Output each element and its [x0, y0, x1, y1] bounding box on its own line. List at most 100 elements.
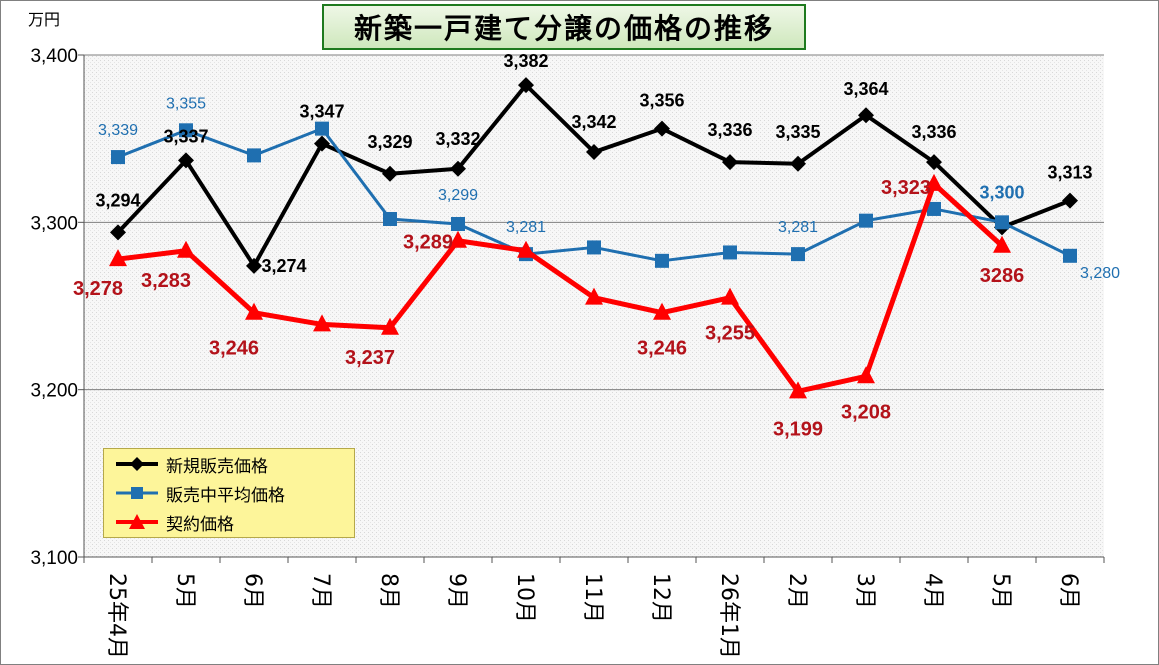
data-label: 3,347 [299, 102, 344, 122]
x-tick-label: 4月 [920, 573, 945, 609]
data-point [721, 287, 739, 305]
x-tick-label: 8月 [376, 573, 401, 609]
legend-item-contract: 契約価格 [114, 509, 234, 535]
data-label: 3,281 [506, 219, 546, 236]
legend: 新規販売価格 販売中平均価格 契約価格 [103, 448, 355, 538]
y-axis-unit: 万円 [28, 10, 61, 29]
legend-label: 販売中平均価格 [166, 485, 285, 506]
data-point [927, 201, 941, 216]
data-label: 3,323 [881, 177, 931, 199]
data-point [111, 150, 125, 165]
data-label: 3,289 [403, 232, 453, 254]
data-label: 3,299 [438, 187, 478, 204]
data-point [110, 224, 126, 241]
data-label: 3,246 [209, 338, 259, 360]
data-label: 3286 [980, 265, 1025, 287]
data-label: 3,237 [345, 347, 395, 369]
y-tick-label: 3,300 [30, 213, 78, 234]
x-tick-label: 5月 [988, 573, 1013, 609]
data-point [449, 230, 467, 248]
data-label: 3,356 [639, 91, 684, 111]
data-label: 3,274 [261, 256, 306, 276]
series-line [117, 181, 1004, 394]
x-tick-label: 3月 [852, 573, 877, 609]
data-point [518, 77, 534, 94]
data-label: 3,339 [98, 122, 138, 139]
data-point [995, 215, 1009, 230]
data-point [313, 314, 331, 332]
series-1 [111, 121, 1077, 268]
data-label: 3,382 [503, 51, 548, 71]
legend-swatch-triangle [116, 514, 158, 529]
data-point [178, 152, 194, 169]
data-label: 3,300 [979, 182, 1024, 202]
chart-title-text: 新築一戸建て分譲の価格の推移 [353, 12, 774, 45]
x-tick-label: 5月 [172, 573, 197, 609]
data-point [791, 247, 805, 262]
data-point [653, 302, 671, 320]
data-label: 3,208 [841, 401, 891, 423]
data-label: 3,329 [367, 132, 412, 152]
legend-label: 契約価格 [166, 514, 234, 535]
x-tick-label: 12月 [648, 573, 673, 623]
y-tick-label: 3,400 [30, 46, 78, 67]
data-label: 3,337 [163, 126, 208, 146]
x-tick-label: 2月 [784, 573, 809, 609]
x-tick-label: 10月 [512, 573, 537, 623]
data-label: 3,355 [166, 95, 206, 112]
legend-swatch-diamond [116, 457, 158, 471]
data-point [790, 155, 806, 172]
legend-item-on-sale-average: 販売中平均価格 [114, 480, 285, 506]
x-tick-label: 6月 [1056, 573, 1081, 609]
data-point [179, 123, 193, 138]
data-point [245, 302, 263, 320]
data-point [925, 173, 943, 191]
data-point [247, 148, 261, 163]
data-point [723, 245, 737, 260]
data-label: 3,283 [141, 270, 191, 292]
data-label: 3,336 [911, 122, 956, 142]
data-label: 3,335 [775, 122, 820, 142]
data-point [451, 217, 465, 232]
data-point [789, 381, 807, 399]
x-tick-label: 6月 [240, 573, 265, 609]
data-point [1063, 248, 1077, 263]
data-label: 3,281 [778, 219, 818, 236]
x-tick-label: 26年1月 [716, 573, 741, 659]
data-point [858, 107, 874, 124]
legend-swatch-square [116, 487, 158, 499]
data-label: 3,313 [1047, 163, 1092, 183]
data-point [857, 366, 875, 384]
data-label: 3,280 [1080, 265, 1120, 282]
data-point [246, 257, 262, 274]
data-point [1062, 192, 1078, 209]
data-label: 3,342 [571, 112, 616, 132]
data-point [517, 240, 535, 258]
x-tick-label: 25年4月 [104, 573, 129, 659]
data-point [382, 165, 398, 182]
data-point [109, 249, 127, 267]
data-point [722, 154, 738, 171]
data-point [314, 135, 330, 152]
data-point [859, 213, 873, 228]
data-label: 3,199 [773, 418, 823, 440]
series-2 [109, 173, 1011, 399]
x-tick-label: 11月 [580, 573, 605, 623]
data-point [315, 121, 329, 136]
chart-title: 新築一戸建て分譲の価格の推移 [322, 4, 806, 50]
data-label: 3,294 [95, 190, 140, 210]
data-point [450, 160, 466, 177]
data-point [585, 287, 603, 305]
data-label: 3,364 [843, 79, 888, 99]
data-point [381, 317, 399, 335]
data-point [654, 120, 670, 137]
x-tick-label: 7月 [308, 573, 333, 609]
data-point [383, 211, 397, 226]
data-label: 3,255 [705, 323, 755, 345]
data-point [993, 235, 1011, 253]
data-point [655, 253, 669, 268]
data-label: 3,278 [73, 278, 123, 300]
data-point [177, 240, 195, 258]
data-label: 3,336 [707, 120, 752, 140]
